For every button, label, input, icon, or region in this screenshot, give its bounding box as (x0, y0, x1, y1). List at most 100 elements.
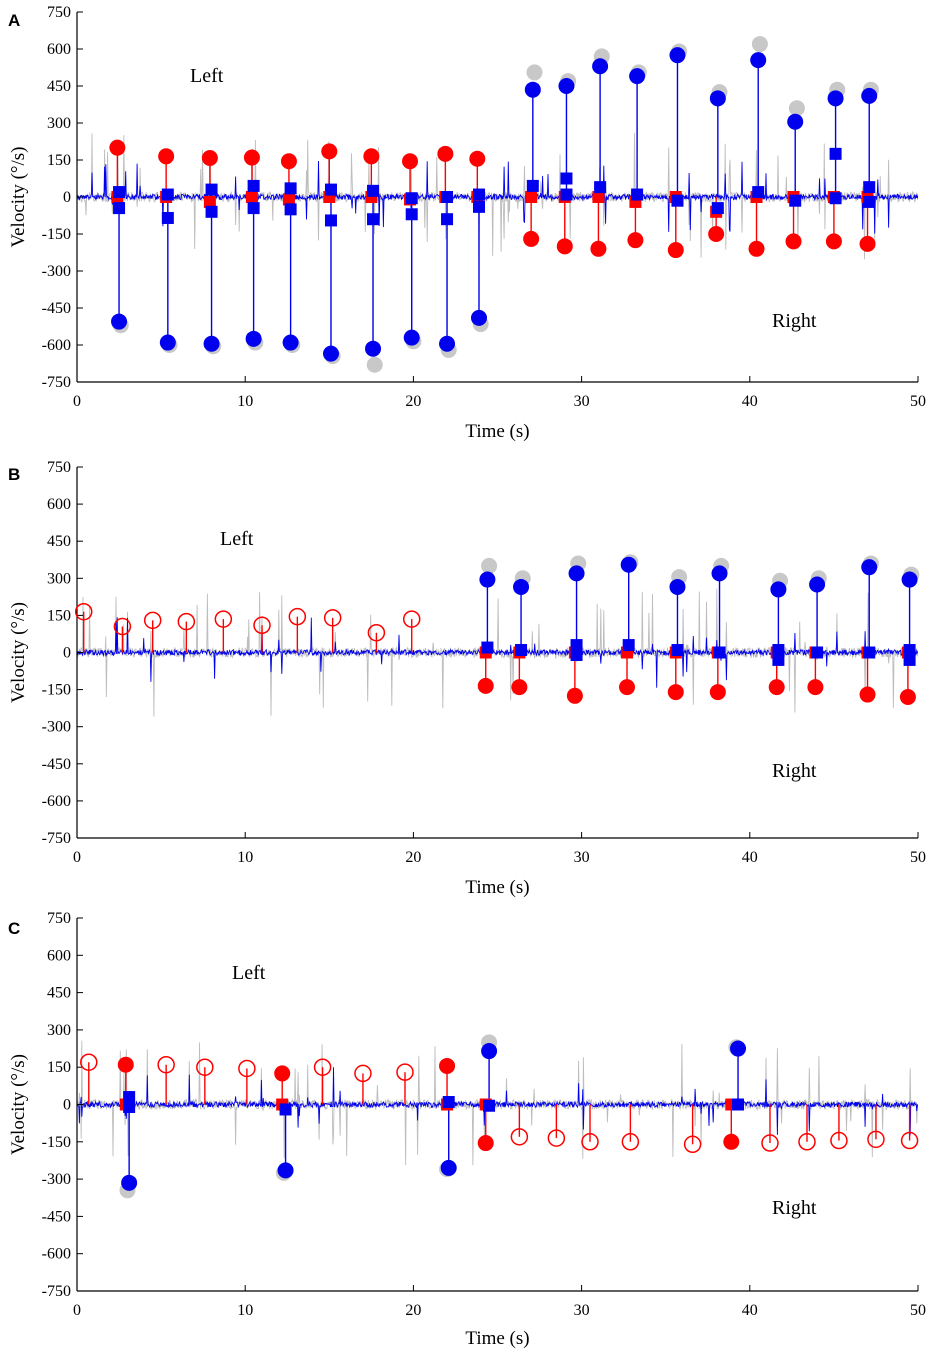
square-marker (903, 653, 916, 666)
y-axis-title: Velocity (°/s) (8, 1054, 29, 1155)
filled-circle-marker (274, 1065, 291, 1082)
square-marker (284, 182, 297, 195)
square-marker (442, 1096, 455, 1109)
filled-circle-marker (859, 235, 876, 252)
filled-circle-marker (513, 578, 530, 595)
square-marker (324, 214, 337, 227)
square-marker (441, 191, 454, 203)
square-marker (405, 208, 418, 221)
filled-circle-marker (558, 78, 575, 94)
filled-circle-marker (439, 1057, 456, 1074)
y-tick-label: -300 (42, 263, 71, 280)
y-tick-label: -300 (42, 719, 71, 736)
y-tick-label: 150 (47, 607, 71, 624)
square-marker (570, 648, 583, 661)
square-marker (622, 639, 635, 652)
filled-circle-marker (366, 356, 383, 373)
filled-circle-marker (245, 330, 262, 347)
filled-circle-marker (629, 68, 646, 85)
annotation-left: Left (232, 962, 266, 984)
open-circle-marker (396, 1063, 414, 1081)
filled-circle-marker (365, 340, 382, 357)
square-marker (405, 192, 418, 205)
filled-circle-marker (523, 230, 540, 247)
square-marker (711, 202, 724, 215)
y-tick-label: 450 (47, 985, 71, 1002)
open-circle-marker (830, 1131, 848, 1150)
square-marker (594, 181, 607, 194)
y-tick-label: 600 (47, 947, 71, 964)
filled-circle-marker (901, 571, 918, 588)
filled-circle-marker (524, 81, 541, 98)
square-marker (631, 188, 644, 201)
x-axis-title: Time (s) (465, 877, 529, 898)
square-marker (203, 195, 216, 208)
y-tick-label: -750 (42, 830, 71, 847)
filled-circle-marker (788, 100, 805, 117)
filtered-velocity-trace (77, 1067, 918, 1136)
square-marker (205, 205, 218, 218)
filled-circle-marker (592, 58, 609, 75)
x-tick-label: 10 (237, 849, 253, 866)
x-tick-label: 0 (73, 1302, 81, 1319)
x-tick-label: 50 (910, 393, 926, 410)
x-tick-label: 30 (574, 393, 590, 410)
filled-circle-marker (117, 1056, 134, 1073)
filled-circle-marker (590, 240, 607, 257)
square-marker (367, 213, 380, 226)
x-tick-label: 20 (405, 849, 421, 866)
open-circle-marker (867, 1130, 885, 1149)
filled-circle-marker (556, 238, 573, 255)
x-axis-title: Time (s) (465, 421, 529, 442)
square-marker (282, 193, 295, 206)
filled-circle-marker (708, 226, 725, 242)
y-tick-label: 450 (47, 78, 71, 95)
filled-circle-marker (403, 329, 420, 346)
square-marker (123, 1100, 136, 1113)
square-marker (113, 186, 126, 199)
square-marker (863, 181, 876, 194)
y-tick-label: 600 (47, 41, 71, 58)
filled-circle-marker (619, 679, 636, 696)
square-marker (113, 202, 126, 215)
open-circle-marker (143, 611, 162, 630)
x-tick-label: 50 (910, 849, 926, 866)
filled-circle-marker (627, 232, 644, 249)
open-circle-marker (683, 1135, 702, 1154)
filled-circle-marker (568, 565, 585, 582)
y-tick-label: 300 (47, 570, 71, 587)
y-tick-label: 0 (63, 189, 71, 206)
square-marker (367, 184, 380, 197)
open-circle-marker (547, 1129, 566, 1147)
filled-circle-marker (479, 571, 496, 588)
open-circle-marker (74, 602, 93, 621)
filled-circle-marker (751, 36, 768, 53)
square-marker (205, 183, 218, 196)
square-marker (481, 641, 494, 654)
x-tick-label: 40 (742, 1302, 758, 1319)
filled-circle-marker (526, 64, 543, 81)
open-circle-marker (621, 1133, 640, 1151)
annotation-right: Right (772, 760, 817, 782)
square-marker (472, 188, 485, 201)
open-circle-marker (798, 1133, 816, 1151)
y-tick-label: -600 (42, 1246, 71, 1263)
y-tick-label: 0 (63, 645, 71, 662)
filled-circle-marker (787, 113, 804, 130)
open-circle-marker (367, 623, 386, 642)
square-marker (472, 200, 485, 213)
filled-circle-marker (825, 233, 842, 250)
open-circle-marker (253, 616, 271, 635)
y-axis-title: Velocity (°/s) (8, 147, 29, 248)
x-tick-label: 20 (405, 393, 421, 410)
filled-circle-marker (321, 143, 338, 160)
filled-circle-marker (477, 1135, 494, 1152)
filled-circle-marker (481, 1043, 498, 1060)
annotation-right: Right (772, 1197, 817, 1219)
x-tick-label: 30 (574, 1302, 590, 1319)
square-marker (592, 191, 605, 203)
square-marker (863, 195, 876, 208)
